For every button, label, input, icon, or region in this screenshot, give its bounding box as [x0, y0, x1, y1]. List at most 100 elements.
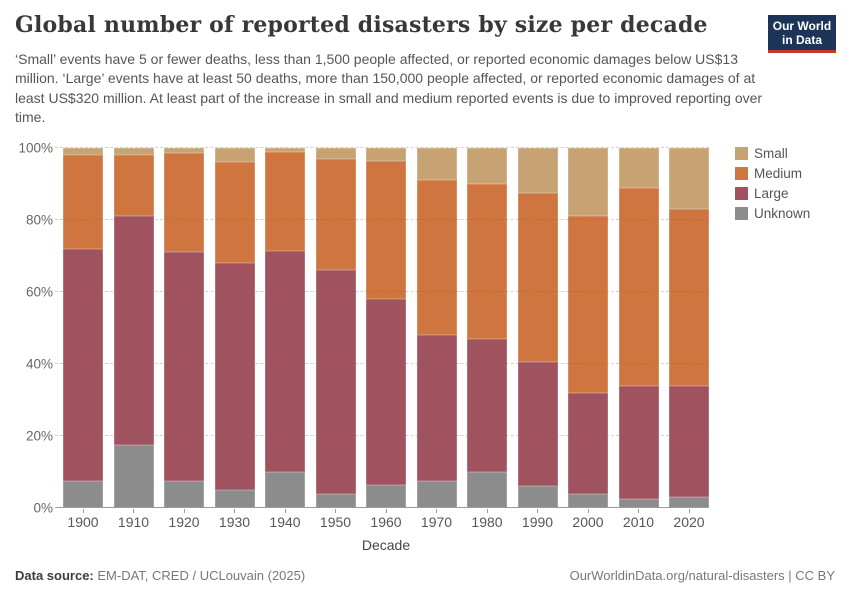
x-axis-line — [55, 507, 709, 508]
gridline-80% — [55, 219, 709, 220]
bar-segment-small-1900[interactable] — [63, 148, 103, 156]
x-axis-label-1980: 1980 — [471, 514, 503, 530]
gridline-40% — [55, 363, 709, 364]
data-source: Data source: EM-DAT, CRED / UCLouvain (2… — [15, 568, 305, 583]
x-axis-label-2000: 2000 — [572, 514, 604, 530]
bar-segment-large-2000[interactable] — [568, 392, 608, 494]
gridline-60% — [55, 291, 709, 292]
bar-segment-medium-2000[interactable] — [568, 216, 608, 393]
x-axis-label-1970: 1970 — [420, 514, 453, 530]
x-tick-mark-1950 — [335, 509, 336, 513]
x-tick-mark-1970 — [436, 509, 437, 513]
data-source-value: EM-DAT, CRED / UCLouvain (2025) — [97, 568, 306, 583]
footer-right: OurWorldinData.org/natural-disasters | C… — [570, 568, 835, 583]
bar-segment-unknown-1910[interactable] — [113, 444, 154, 508]
x-axis-label-1960: 1960 — [370, 514, 402, 530]
bar-segment-small-1960[interactable] — [366, 148, 406, 161]
bar-1950[interactable] — [315, 148, 356, 508]
bar-segment-unknown-1960[interactable] — [366, 484, 406, 508]
bar-segment-large-1940[interactable] — [265, 250, 305, 472]
bar-segment-small-1910[interactable] — [113, 148, 154, 156]
bar-segment-medium-2010[interactable] — [618, 187, 659, 386]
plot-area: 0% 20% 40% 60% 80% 100% — [18, 141, 709, 516]
bar-segment-small-2000[interactable] — [568, 148, 608, 217]
bar-segment-large-1970[interactable] — [416, 335, 457, 481]
bar-segment-small-1980[interactable] — [467, 148, 507, 184]
bar-segment-medium-1960[interactable] — [366, 160, 406, 300]
bar-segment-small-2010[interactable] — [618, 148, 659, 188]
bar-1990[interactable] — [517, 148, 558, 508]
footer-link[interactable]: OurWorldinData.org/natural-disasters — [569, 568, 785, 583]
bar-segment-medium-1900[interactable] — [63, 155, 103, 249]
bar-segment-large-1990[interactable] — [517, 362, 558, 487]
bar-segment-unknown-1900[interactable] — [63, 480, 103, 508]
bar-segment-large-1950[interactable] — [315, 270, 356, 494]
bar-1940[interactable] — [265, 148, 305, 508]
bar-1970[interactable] — [416, 148, 457, 508]
bar-2010[interactable] — [618, 148, 659, 508]
bar-segment-small-1920[interactable] — [164, 148, 204, 154]
bar-segment-large-2010[interactable] — [618, 385, 659, 499]
bar-segment-large-1900[interactable] — [63, 248, 103, 481]
license-label: CC BY — [795, 568, 835, 583]
bar-segment-large-1960[interactable] — [366, 299, 406, 485]
bar-2020[interactable] — [669, 148, 709, 508]
bar-segment-unknown-1980[interactable] — [467, 471, 507, 508]
bar-1930[interactable] — [214, 148, 255, 508]
logo-text-line2: in Data — [781, 32, 822, 47]
bar-segment-small-1970[interactable] — [416, 148, 457, 181]
bar-segment-small-1930[interactable] — [214, 148, 255, 163]
legend-swatch-unknown — [735, 207, 748, 220]
bar-segment-unknown-2010[interactable] — [618, 498, 659, 508]
bar-segment-medium-1990[interactable] — [517, 193, 558, 363]
bar-segment-large-1910[interactable] — [113, 216, 154, 445]
bar-2000[interactable] — [568, 148, 608, 508]
bar-segment-medium-2020[interactable] — [669, 209, 709, 386]
bar-segment-unknown-1950[interactable] — [315, 493, 356, 508]
x-axis-label-1950: 1950 — [319, 514, 352, 530]
bar-segment-small-1990[interactable] — [517, 148, 558, 193]
y-axis-label-20%: 20% — [25, 428, 53, 444]
legend-item-large[interactable]: Large — [735, 186, 810, 201]
bar-1980[interactable] — [467, 148, 507, 508]
bar-1900[interactable] — [63, 148, 103, 508]
logo-text-line1: Our World — [772, 18, 832, 33]
bar-segment-medium-1980[interactable] — [467, 184, 507, 339]
x-tick-mark-2010 — [638, 509, 639, 513]
x-tick-mark-1900 — [82, 509, 84, 513]
bar-segment-medium-1970[interactable] — [416, 180, 457, 336]
bar-segment-medium-1950[interactable] — [315, 158, 356, 271]
bar-segment-unknown-2000[interactable] — [568, 493, 608, 508]
bar-segment-large-1920[interactable] — [164, 252, 204, 481]
legend: Small Medium Large Unknown — [735, 146, 810, 221]
bar-segment-medium-1940[interactable] — [265, 151, 305, 251]
bar-segment-large-2020[interactable] — [669, 385, 709, 498]
x-axis-title: Decade — [361, 537, 411, 553]
bar-segment-small-1940[interactable] — [265, 148, 305, 152]
bar-1960[interactable] — [366, 148, 406, 508]
bar-segment-unknown-1930[interactable] — [214, 489, 255, 508]
legend-item-small[interactable]: Small — [735, 146, 810, 161]
bar-segment-small-2020[interactable] — [669, 148, 709, 210]
bar-segment-unknown-1970[interactable] — [416, 480, 457, 508]
x-tick-row — [63, 509, 709, 513]
legend-swatch-small — [735, 147, 748, 160]
legend-label-large: Large — [754, 186, 789, 201]
bar-segment-medium-1910[interactable] — [113, 155, 154, 217]
bar-segment-medium-1920[interactable] — [164, 153, 204, 253]
bar-segment-unknown-2020[interactable] — [669, 497, 709, 508]
legend-label-medium: Medium — [754, 166, 803, 181]
gridline-100% — [55, 147, 709, 148]
bar-segment-medium-1930[interactable] — [214, 162, 255, 264]
bar-1910[interactable] — [113, 148, 154, 508]
bar-segment-unknown-1990[interactable] — [517, 486, 558, 508]
legend-item-medium[interactable]: Medium — [735, 166, 810, 181]
bar-segment-unknown-1920[interactable] — [164, 480, 204, 508]
bar-segment-large-1930[interactable] — [214, 263, 255, 490]
bar-segment-large-1980[interactable] — [467, 338, 507, 472]
bar-segment-unknown-1940[interactable] — [265, 471, 305, 508]
legend-item-unknown[interactable]: Unknown — [735, 206, 810, 221]
bar-segment-small-1950[interactable] — [315, 148, 356, 159]
bar-1920[interactable] — [164, 148, 204, 508]
